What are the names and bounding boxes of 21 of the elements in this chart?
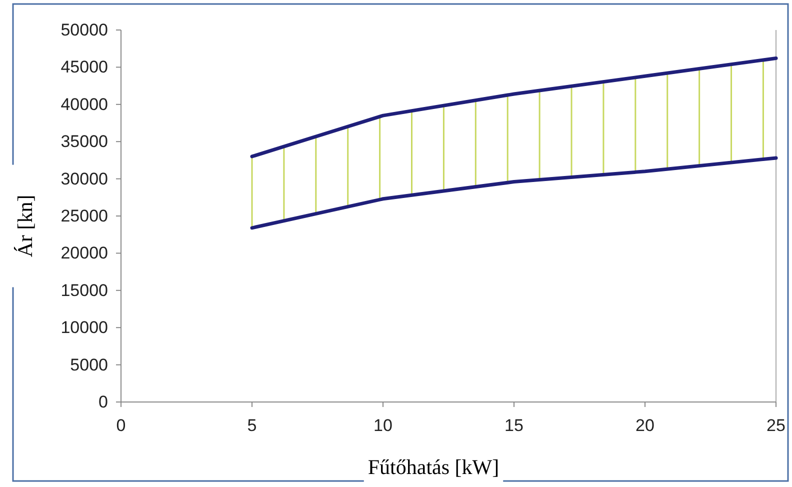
x-tick-label: 0 (116, 416, 126, 436)
x-tick-label: 10 (374, 416, 392, 436)
y-tick-label: 10000 (60, 318, 108, 338)
y-tick-label: 5000 (70, 355, 108, 374)
y-tick-label: 20000 (60, 244, 108, 263)
y-tick-label: 15000 (60, 280, 108, 300)
y-tick-label: 45000 (60, 58, 108, 77)
x-tick-label: 5 (247, 416, 257, 436)
y-tick-label: 50000 (60, 20, 108, 40)
y-tick-label: 40000 (60, 94, 108, 114)
y-tick-label: 25000 (60, 206, 108, 226)
y-tick-label: 30000 (60, 169, 108, 188)
x-tick-label: 25 (766, 416, 786, 436)
x-tick-label: 15 (504, 416, 524, 436)
x-tick-label: 20 (636, 416, 654, 436)
y-tick-label: 35000 (60, 132, 108, 152)
line-series (250, 156, 778, 230)
line-series (250, 56, 778, 158)
y-tick-label: 0 (98, 392, 108, 412)
x-axis-title: Fűtőhatás [kW] (368, 455, 500, 479)
y-axis-title: Ár [kn] (13, 194, 37, 258)
